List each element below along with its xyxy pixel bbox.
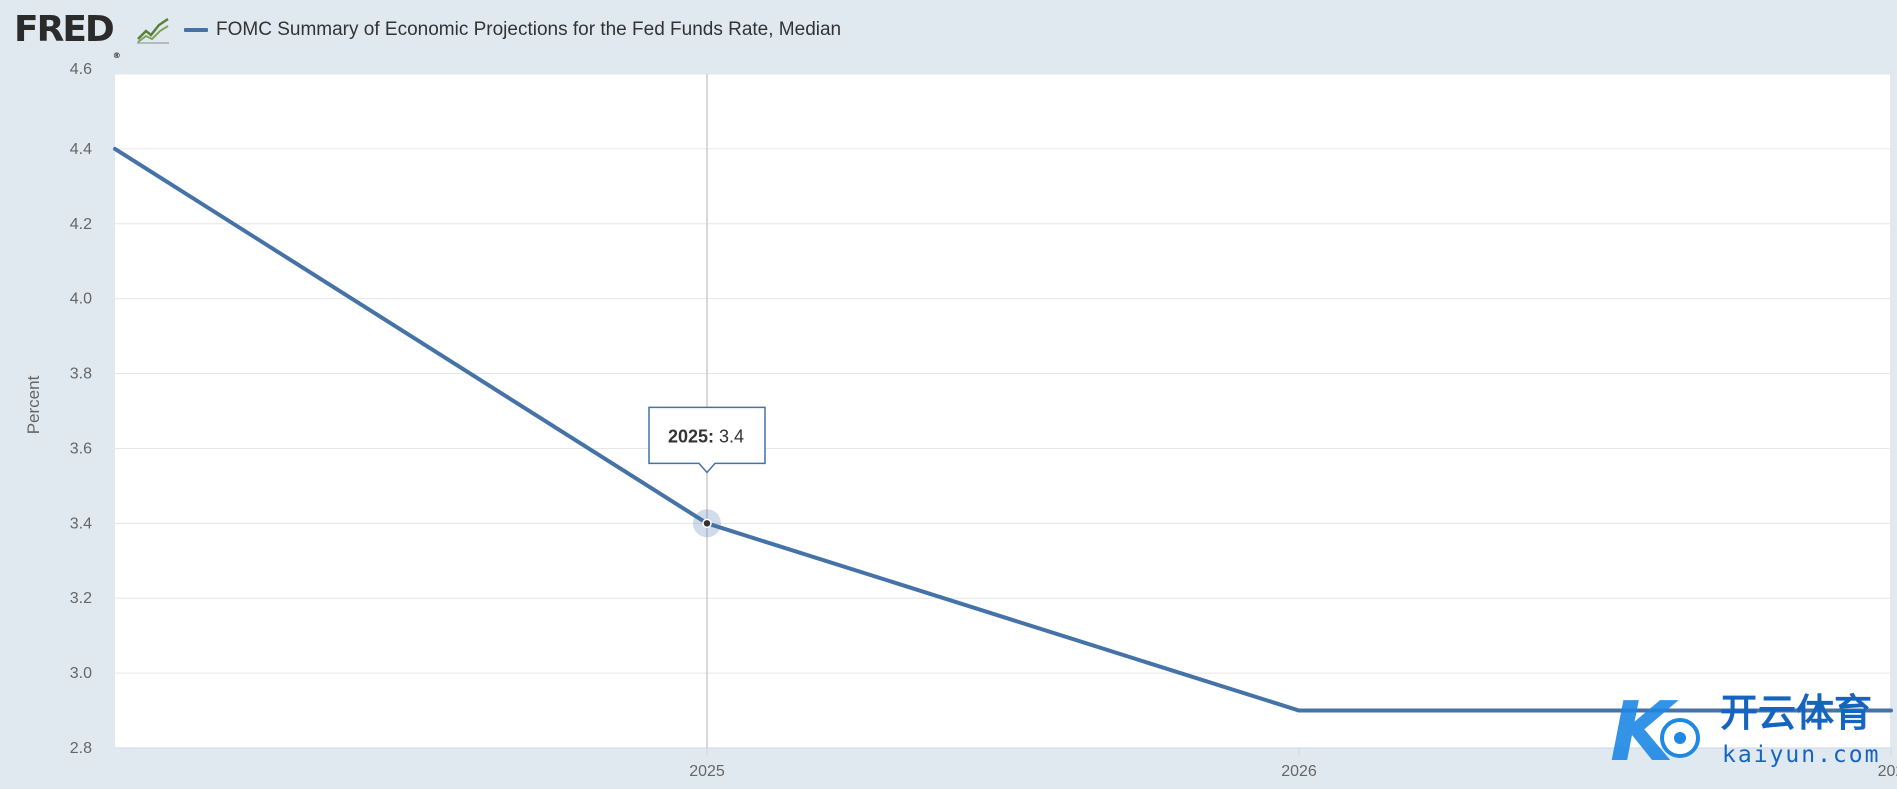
tooltip-text: 2025: 3.4 [668, 426, 744, 446]
y-tick-label: 4.2 [70, 216, 92, 233]
watermark-brand-url: kaiyun.com [1722, 742, 1880, 768]
fred-logo[interactable]: FRED® [14, 8, 121, 60]
y-tick-label: 3.4 [70, 515, 92, 532]
fred-logo-text: FRED [14, 9, 115, 50]
y-tick-label: 4.0 [70, 291, 92, 308]
kaiyun-watermark: K 开云体育 kaiyun.com [1610, 686, 1880, 776]
y-tick-label: 4.4 [70, 141, 92, 158]
tooltip: 2025: 3.4 [648, 406, 766, 474]
y-tick-label: 4.6 [70, 61, 92, 78]
y-tick-label: 2.8 [70, 740, 92, 757]
y-axis-title: Percent [24, 375, 43, 434]
chart-header: FRED® FOMC Summary of Economic Projectio… [0, 0, 1897, 62]
watermark-brand-cn: 开云体育 [1720, 691, 1872, 735]
tooltip-value: 3.4 [719, 426, 744, 446]
y-tick-label: 3.2 [70, 590, 92, 607]
y-tick-label: 3.0 [70, 665, 92, 682]
x-tick-label: 202 [1878, 763, 1897, 780]
legend-label: FOMC Summary of Economic Projections for… [216, 19, 842, 40]
tooltip-box [648, 406, 766, 474]
fred-line-chart-icon [136, 14, 170, 44]
y-tick-label: 3.8 [70, 366, 92, 383]
highlight-point [702, 518, 712, 529]
y-tick-label: 3.6 [70, 440, 92, 457]
fred-registered-mark: ® [112, 51, 121, 60]
tooltip-x-label: 2025: [668, 426, 719, 446]
x-tick-label: 2025 [689, 763, 725, 780]
series-line [113, 146, 1893, 713]
chart-legend[interactable]: FOMC Summary of Economic Projections for… [184, 16, 841, 44]
legend-swatch [184, 28, 208, 32]
x-tick-label: 2026 [1281, 763, 1317, 780]
plot-area [115, 74, 1890, 748]
